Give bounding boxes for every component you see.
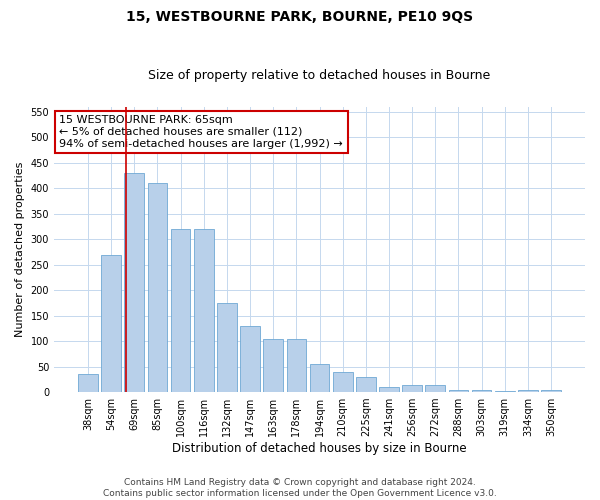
Bar — [449, 390, 468, 392]
Y-axis label: Number of detached properties: Number of detached properties — [15, 162, 25, 337]
Bar — [379, 387, 399, 392]
Bar — [263, 338, 283, 392]
Text: 15, WESTBOURNE PARK, BOURNE, PE10 9QS: 15, WESTBOURNE PARK, BOURNE, PE10 9QS — [127, 10, 473, 24]
Bar — [287, 338, 306, 392]
Bar — [101, 254, 121, 392]
Title: Size of property relative to detached houses in Bourne: Size of property relative to detached ho… — [148, 69, 491, 82]
X-axis label: Distribution of detached houses by size in Bourne: Distribution of detached houses by size … — [172, 442, 467, 455]
Bar — [148, 183, 167, 392]
Bar — [78, 374, 98, 392]
Bar — [541, 390, 561, 392]
Bar — [217, 303, 237, 392]
Bar — [171, 229, 190, 392]
Bar — [495, 390, 515, 392]
Bar — [240, 326, 260, 392]
Bar — [425, 386, 445, 392]
Bar — [194, 229, 214, 392]
Text: Contains HM Land Registry data © Crown copyright and database right 2024.
Contai: Contains HM Land Registry data © Crown c… — [103, 478, 497, 498]
Bar — [518, 390, 538, 392]
Bar — [124, 173, 144, 392]
Text: 15 WESTBOURNE PARK: 65sqm
← 5% of detached houses are smaller (112)
94% of semi-: 15 WESTBOURNE PARK: 65sqm ← 5% of detach… — [59, 116, 343, 148]
Bar — [472, 390, 491, 392]
Bar — [310, 364, 329, 392]
Bar — [356, 377, 376, 392]
Bar — [333, 372, 353, 392]
Bar — [402, 386, 422, 392]
